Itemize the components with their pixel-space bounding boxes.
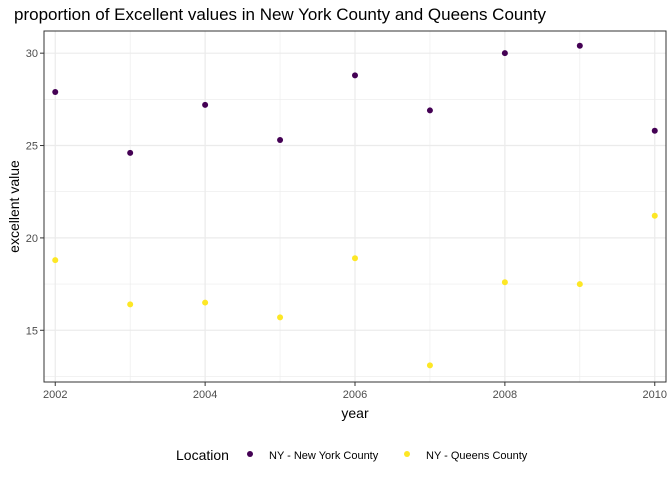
y-tick-label: 30 [26, 48, 38, 60]
data-point [277, 314, 284, 321]
data-point [277, 136, 284, 143]
data-point [576, 42, 583, 49]
data-point [576, 281, 583, 288]
x-axis: 2002 2004 2006 2008 2010 [43, 382, 667, 401]
plot-panel [43, 30, 667, 383]
data-point [426, 362, 433, 369]
y-tick-label: 15 [26, 325, 38, 337]
y-tick-label: 25 [26, 141, 38, 153]
y-axis: 15 20 25 30 [26, 48, 44, 337]
x-tick-label: 2006 [343, 389, 367, 401]
data-point [651, 212, 658, 219]
data-point [52, 88, 59, 95]
legend-key [404, 451, 410, 457]
y-tick-label: 20 [26, 233, 38, 245]
data-point [352, 72, 358, 79]
x-tick-label: 2004 [193, 389, 217, 401]
x-tick-label: 2002 [43, 389, 67, 401]
legend-title: Location [176, 447, 229, 463]
data-points [52, 42, 658, 369]
data-point [352, 255, 358, 262]
x-tick-label: 2010 [643, 389, 667, 401]
legend-key [247, 451, 253, 457]
data-point [501, 279, 508, 286]
legend-label: NY - Queens County [426, 450, 528, 462]
data-point [501, 50, 508, 57]
legend-label: NY - New York County [269, 450, 379, 462]
data-point [202, 101, 209, 108]
data-point [426, 107, 433, 114]
data-point [202, 299, 209, 306]
data-point [127, 301, 134, 308]
data-point [127, 149, 134, 156]
data-point [52, 257, 59, 264]
y-axis-title: excellent value [6, 160, 22, 253]
legend-items: NY - New York County NY - Queens County [247, 450, 528, 462]
x-tick-label: 2008 [493, 389, 517, 401]
chart-title: proportion of Excellent values in New Yo… [14, 5, 547, 24]
major-gridlines [44, 31, 666, 382]
x-axis-title: year [341, 405, 369, 421]
legend: Location NY - New York County NY - Queens… [176, 447, 528, 463]
data-point [651, 127, 658, 134]
